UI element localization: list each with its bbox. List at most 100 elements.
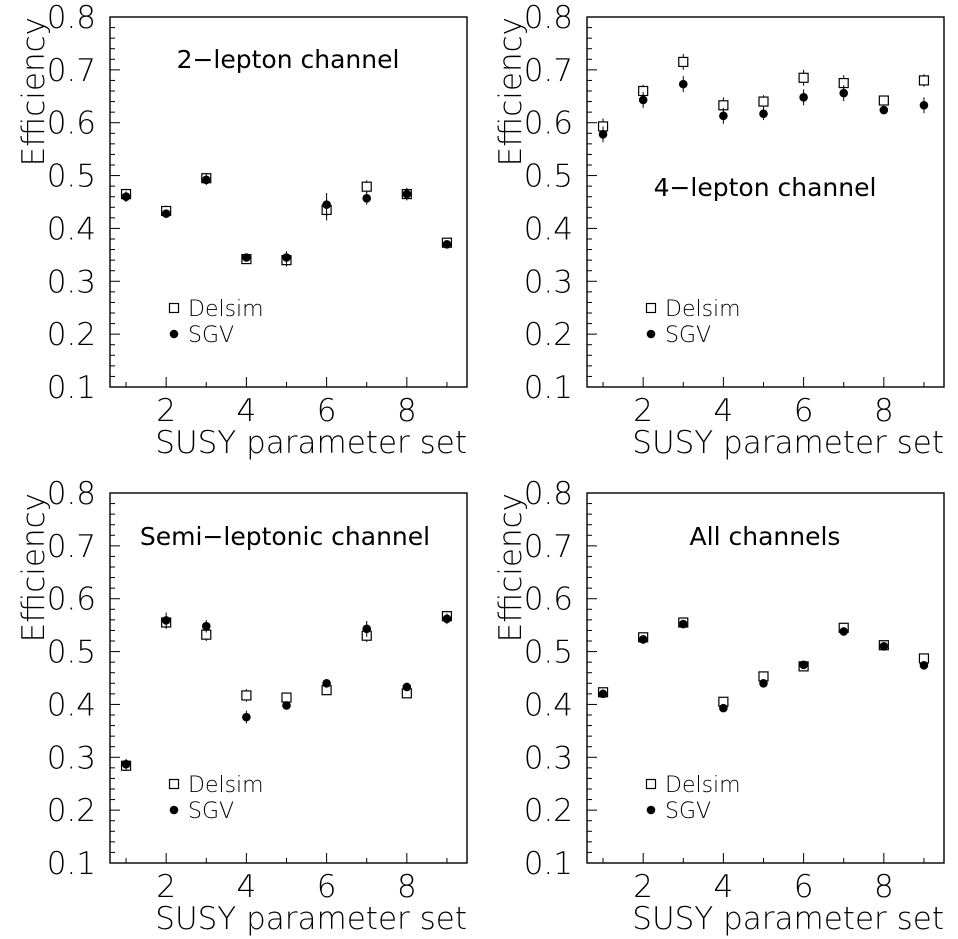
data-point-sgv	[121, 192, 131, 202]
chart-title: All channels	[690, 522, 841, 551]
data-point-sgv	[121, 759, 131, 769]
data-point-sgv	[759, 678, 768, 688]
data-point-sgv	[442, 239, 452, 249]
x-tick-label: 4	[237, 869, 257, 905]
data-point-sgv	[598, 689, 608, 699]
y-tick-label: 0.1	[47, 370, 96, 406]
y-tick-label: 0.2	[47, 793, 96, 829]
x-tick-label: 2	[633, 869, 653, 905]
x-tick-label: 8	[874, 393, 894, 429]
data-point-sgv	[201, 175, 211, 185]
data-point-delsim	[361, 181, 372, 192]
x-tick-label: 2	[156, 393, 176, 429]
data-point-sgv	[322, 200, 331, 209]
x-tick-label: 8	[874, 869, 894, 905]
x-tick-label: 2	[633, 393, 653, 429]
x-tick-label: 6	[794, 393, 814, 429]
legend-label: Delsim	[188, 773, 264, 798]
data-point-sgv	[402, 682, 412, 692]
legend-marker-delsim	[168, 778, 180, 790]
data-point-sgv	[442, 614, 452, 624]
data-point-sgv	[919, 661, 929, 670]
y-axis-label: Efficiency	[16, 17, 52, 166]
y-tick-label: 0.7	[524, 53, 573, 89]
plot-frame	[586, 16, 945, 388]
legend-label: SGV	[188, 799, 234, 824]
y-tick-label: 0.1	[524, 370, 573, 406]
chart-title: 2−lepton channel	[177, 45, 400, 74]
data-point-sgv	[799, 660, 808, 670]
y-tick-label: 0.4	[47, 211, 96, 247]
y-tick-label: 0.3	[524, 264, 573, 300]
data-point-sgv	[638, 635, 648, 644]
y-tick-label: 0.1	[47, 846, 96, 882]
y-tick-label: 0.5	[524, 635, 573, 671]
data-point-sgv	[719, 111, 728, 121]
y-tick-label: 0.5	[47, 159, 96, 195]
y-tick-label: 0.4	[524, 211, 573, 247]
x-axis-label: SUSY parameter set	[155, 425, 467, 461]
x-axis-label: SUSY parameter set	[155, 901, 467, 937]
data-point-sgv	[799, 93, 808, 102]
legend-marker-sgv	[169, 805, 179, 815]
legend-marker-delsim	[645, 302, 657, 314]
data-point-sgv	[161, 209, 171, 218]
y-tick-label: 0.2	[47, 317, 96, 353]
data-point-sgv	[598, 130, 608, 139]
x-tick-label: 6	[317, 869, 337, 905]
plot-frame	[586, 492, 945, 864]
y-tick-label: 0.2	[524, 793, 573, 829]
data-point-sgv	[282, 253, 291, 262]
y-tick-label: 0.1	[524, 846, 573, 882]
data-point-sgv	[362, 194, 372, 203]
legend-label: SGV	[665, 799, 711, 824]
data-point-delsim	[878, 95, 889, 106]
legend-label: SGV	[665, 323, 711, 348]
data-point-sgv	[402, 189, 412, 199]
y-tick-label: 0.3	[47, 740, 96, 776]
data-point-delsim	[798, 72, 809, 83]
data-point-sgv	[322, 678, 331, 688]
data-point-sgv	[678, 619, 688, 629]
data-point-delsim	[758, 96, 769, 107]
y-axis-label: Efficiency	[16, 493, 52, 642]
legend-label: Delsim	[665, 297, 741, 322]
legend-marker-delsim	[168, 302, 180, 314]
y-axis-label: Efficiency	[493, 17, 529, 166]
data-point-sgv	[362, 624, 372, 634]
y-tick-label: 0.5	[524, 159, 573, 195]
y-tick-label: 0.7	[47, 529, 96, 565]
legend-label: Delsim	[188, 297, 264, 322]
data-point-sgv	[638, 95, 648, 105]
y-tick-label: 0.2	[524, 317, 573, 353]
y-tick-label: 0.6	[524, 106, 573, 142]
plot-frame	[109, 16, 468, 388]
data-point-sgv	[879, 641, 889, 651]
legend-label: SGV	[188, 323, 234, 348]
data-point-sgv	[839, 88, 849, 98]
x-tick-label: 4	[714, 869, 734, 905]
x-tick-label: 4	[714, 393, 734, 429]
x-tick-label: 2	[156, 869, 176, 905]
data-point-delsim	[241, 690, 252, 701]
y-tick-label: 0.8	[524, 476, 573, 512]
y-tick-label: 0.6	[47, 106, 96, 142]
data-point-sgv	[678, 79, 688, 89]
y-tick-label: 0.4	[524, 687, 573, 723]
x-tick-label: 6	[317, 393, 337, 429]
legend-marker-sgv	[169, 329, 179, 339]
x-tick-label: 4	[237, 393, 257, 429]
y-tick-label: 0.3	[47, 264, 96, 300]
legend-label: Delsim	[665, 773, 741, 798]
data-point-sgv	[879, 105, 889, 115]
y-tick-label: 0.7	[524, 529, 573, 565]
y-tick-label: 0.6	[47, 582, 96, 618]
legend-marker-sgv	[646, 329, 656, 339]
y-tick-label: 0.5	[47, 635, 96, 671]
y-tick-label: 0.8	[524, 0, 573, 36]
chart-title: Semi−leptonic channel	[140, 522, 430, 551]
data-point-delsim	[281, 692, 292, 703]
data-point-sgv	[161, 616, 171, 625]
plot-frame	[109, 492, 468, 864]
